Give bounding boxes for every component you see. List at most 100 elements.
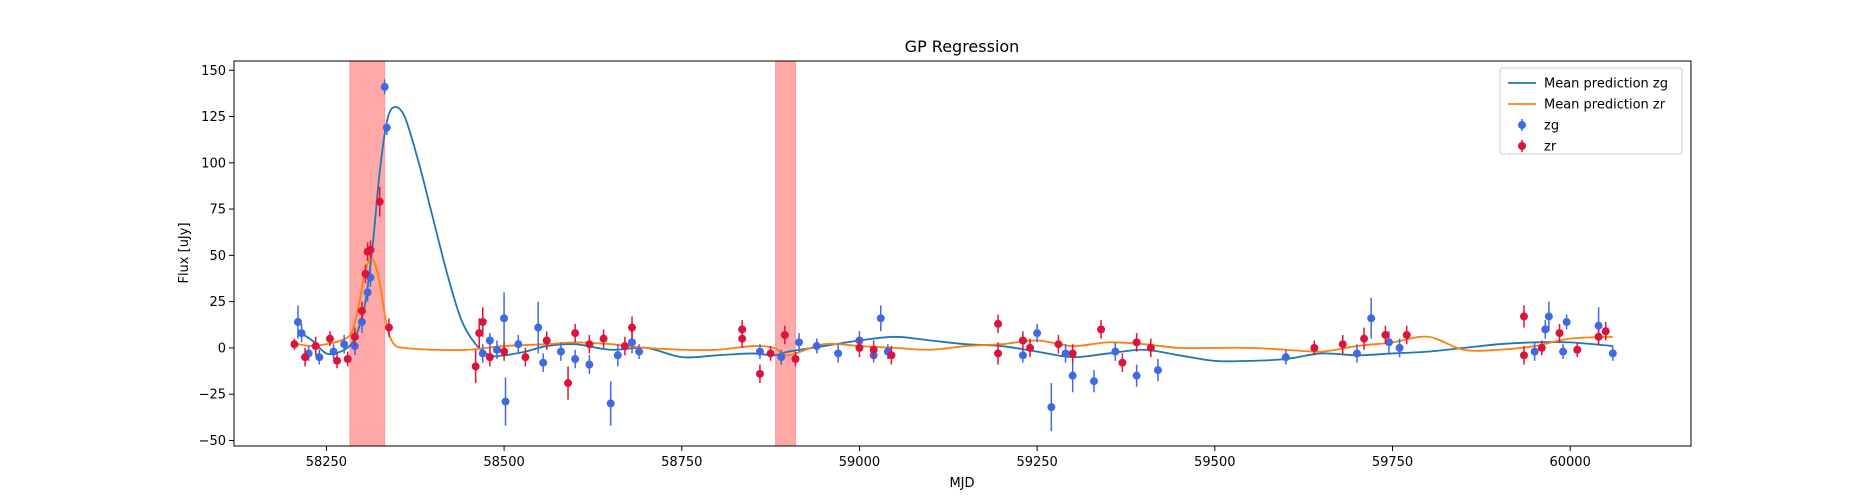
chart-title: GP Regression	[905, 37, 1020, 56]
data-point	[791, 355, 799, 363]
data-point	[340, 340, 348, 348]
data-point	[1026, 344, 1034, 352]
y-tick-label: 75	[209, 203, 226, 218]
data-point	[1069, 349, 1077, 357]
data-point	[333, 357, 341, 365]
y-tick-label: 125	[201, 110, 226, 125]
data-point	[479, 349, 487, 357]
data-point	[385, 324, 393, 332]
data-point	[326, 335, 334, 343]
data-point	[294, 318, 302, 326]
y-tick-label: 100	[201, 156, 226, 171]
data-point	[472, 362, 480, 370]
legend-label: zr	[1544, 140, 1557, 155]
highlight-region-2	[776, 61, 796, 446]
data-point	[1097, 325, 1105, 333]
data-point	[344, 355, 352, 363]
data-point	[1595, 322, 1603, 330]
data-point	[539, 359, 547, 367]
data-point	[1367, 314, 1375, 322]
data-point	[534, 324, 542, 332]
legend: Mean prediction zg Mean prediction zr zg zr	[1500, 68, 1682, 155]
data-point	[1047, 403, 1055, 411]
data-point	[1019, 336, 1027, 344]
data-point	[312, 342, 320, 350]
data-point	[834, 349, 842, 357]
data-point	[1559, 348, 1567, 356]
data-point	[1118, 359, 1126, 367]
data-point	[500, 314, 508, 322]
data-point	[1403, 331, 1411, 339]
data-point	[738, 335, 746, 343]
y-tick-label: 50	[209, 249, 226, 264]
data-point	[493, 346, 501, 354]
data-point	[1360, 335, 1368, 343]
data-point	[585, 361, 593, 369]
data-point	[290, 340, 298, 348]
data-point	[571, 355, 579, 363]
data-point	[475, 329, 483, 337]
data-point	[330, 348, 338, 356]
data-point	[298, 329, 306, 337]
data-point	[607, 399, 615, 407]
y-tick-label: −25	[199, 388, 226, 403]
data-point	[364, 288, 372, 296]
data-point	[1111, 348, 1119, 356]
data-point	[1602, 327, 1610, 335]
data-point	[994, 349, 1002, 357]
data-point	[614, 351, 622, 359]
data-point	[301, 353, 309, 361]
data-point	[1147, 344, 1155, 352]
x-axis-label: MJD	[949, 476, 974, 491]
data-point	[1054, 340, 1062, 348]
data-point	[767, 349, 775, 357]
data-point	[358, 307, 366, 315]
data-point	[585, 340, 593, 348]
data-point	[1545, 312, 1553, 320]
data-point	[877, 314, 885, 322]
x-tick-label: 59250	[1016, 455, 1057, 470]
data-point	[813, 342, 821, 350]
data-point	[1609, 349, 1617, 357]
legend-label: zg	[1544, 119, 1559, 134]
data-point	[557, 348, 565, 356]
y-tick-label: −50	[199, 434, 226, 449]
data-point	[571, 329, 579, 337]
data-point	[1538, 344, 1546, 352]
data-point	[479, 318, 487, 326]
data-point	[855, 344, 863, 352]
data-point	[777, 353, 785, 361]
data-point	[600, 335, 608, 343]
data-point	[887, 351, 895, 359]
legend-label: Mean prediction zr	[1544, 98, 1666, 113]
data-point	[1541, 325, 1549, 333]
y-tick-label: 25	[209, 295, 226, 310]
data-point	[361, 270, 369, 278]
data-point	[564, 379, 572, 387]
data-point	[1353, 349, 1361, 357]
data-point	[1133, 338, 1141, 346]
data-point	[1396, 344, 1404, 352]
data-point	[521, 353, 529, 361]
data-point	[756, 348, 764, 356]
legend-point-marker	[1518, 121, 1526, 129]
data-point	[1573, 346, 1581, 354]
data-point	[795, 338, 803, 346]
data-point	[1563, 318, 1571, 326]
data-point	[781, 331, 789, 339]
data-point	[514, 340, 522, 348]
data-point	[1339, 340, 1347, 348]
data-point	[486, 336, 494, 344]
data-point	[486, 353, 494, 361]
data-point	[1154, 366, 1162, 374]
data-point	[543, 336, 551, 344]
data-point	[1282, 353, 1290, 361]
data-point	[351, 333, 359, 341]
y-tick-label: 150	[201, 64, 226, 79]
data-point	[1556, 329, 1564, 337]
data-point	[1133, 372, 1141, 380]
data-point	[376, 198, 384, 206]
data-point	[500, 348, 508, 356]
x-tick-label: 59000	[839, 455, 880, 470]
